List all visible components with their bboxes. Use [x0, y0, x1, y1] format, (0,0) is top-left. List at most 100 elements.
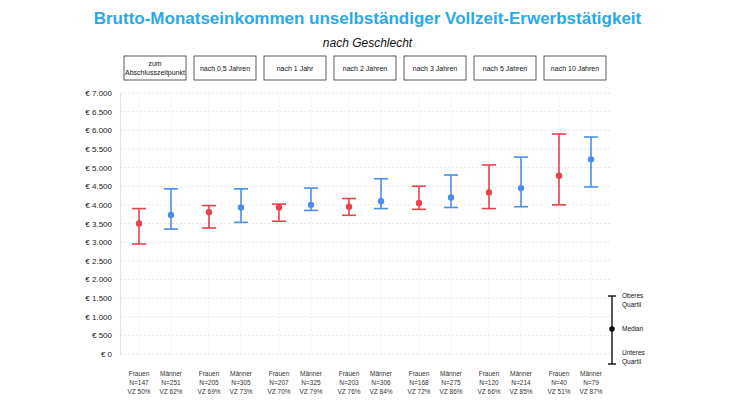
category-headers: zumAbschlusszeitpunkt nach 0,5 Jahren nach…: [124, 56, 606, 80]
vz-label: VZ 70%: [267, 388, 290, 395]
cap-lower: [304, 210, 318, 212]
cap-lower: [164, 228, 178, 230]
header-box: [404, 56, 466, 80]
whisker: [520, 157, 522, 207]
category-label: zumAbschlusszeitpunkt: [125, 60, 185, 77]
tick-label: € 5.000: [85, 164, 112, 173]
grid-line-vertical: [171, 93, 172, 354]
legend-label: UnteresQuartil: [622, 349, 646, 366]
category-label: nach 2 Jahren: [343, 65, 387, 72]
tick-label: € 4.500: [85, 182, 112, 191]
grid-line: [120, 148, 610, 149]
grid-line: [120, 279, 610, 280]
legend-label: Median: [622, 325, 644, 332]
category-label: nach 5 Jahren: [483, 65, 527, 72]
grid-line: [120, 111, 610, 112]
category-label: nach 0,5 Jahren: [200, 65, 250, 72]
tick-label: € 6.500: [85, 108, 112, 117]
series-label: Frauen: [549, 370, 570, 377]
n-label: N=305: [231, 379, 251, 386]
tick: € 5.000: [85, 164, 120, 173]
header-box: [544, 56, 606, 80]
series-label: Männer: [580, 370, 603, 377]
n-label: N=207: [269, 379, 289, 386]
cap-upper: [374, 178, 388, 180]
grid-line-vertical: [209, 93, 210, 354]
whisker: [170, 189, 172, 229]
tick: € 5.500: [85, 145, 120, 154]
median-point: [168, 212, 174, 218]
median-point: [238, 204, 244, 210]
cap-lower: [374, 208, 388, 210]
n-label: N=168: [409, 379, 429, 386]
vz-label: VZ 84%: [369, 388, 392, 395]
y-axis: € 0€ 500€ 1.000€ 1.500€ 2.000€ 2.500€ 3.…: [85, 89, 120, 359]
cap-upper: [234, 188, 248, 190]
vz-label: VZ 51%: [547, 388, 570, 395]
cap-upper: [412, 185, 426, 187]
n-label: N=325: [301, 379, 321, 386]
vz-label: VZ 72%: [407, 388, 430, 395]
tick-label: € 7.000: [85, 89, 112, 98]
tick: € 2.500: [85, 257, 120, 266]
tick-label: € 1.500: [85, 294, 112, 303]
grid-line: [120, 335, 610, 336]
grid-line-vertical: [279, 93, 280, 354]
marks: [132, 134, 598, 244]
tick-label: € 2.500: [85, 257, 112, 266]
series-label: Männer: [440, 370, 463, 377]
tick: € 3.500: [85, 220, 120, 229]
grid-line: [120, 316, 610, 317]
tick: € 7.000: [85, 89, 120, 98]
grid-line: [120, 93, 610, 94]
subtitle: nach Geschlecht: [323, 36, 413, 50]
whisker: [488, 165, 490, 209]
grid-line-vertical: [381, 93, 382, 354]
cap-upper: [482, 164, 496, 166]
tick: € 1.500: [85, 294, 120, 303]
n-label: N=251: [161, 379, 181, 386]
series-label: Frauen: [269, 370, 290, 377]
vz-label: VZ 73%: [229, 388, 252, 395]
n-label: N=147: [129, 379, 149, 386]
grid-line-vertical: [311, 93, 312, 354]
tick: € 1.000: [85, 313, 120, 322]
axis-line: [120, 94, 121, 355]
cap-upper: [202, 205, 216, 207]
series-label: Frauen: [479, 370, 500, 377]
median-point: [588, 156, 594, 162]
grid-line-vertical: [419, 93, 420, 354]
grid-line: [120, 298, 610, 299]
tick-label: € 6.000: [85, 126, 112, 135]
cap-upper: [444, 174, 458, 176]
median-point: [346, 204, 352, 210]
tick-label: € 0: [101, 350, 113, 359]
vz-label: VZ 79%: [299, 388, 322, 395]
grid-line-vertical: [591, 93, 592, 354]
cap-upper: [164, 188, 178, 190]
series-label: Männer: [160, 370, 183, 377]
grid-line: [120, 167, 610, 168]
series-label: Männer: [230, 370, 253, 377]
n-label: N=205: [199, 379, 219, 386]
median-point: [276, 204, 282, 210]
legend-label: OberesQuartil: [622, 292, 644, 309]
vz-label: VZ 76%: [337, 388, 360, 395]
legend-cap: [608, 295, 616, 296]
series-label: Männer: [370, 370, 393, 377]
tick-label: € 5.500: [85, 145, 112, 154]
tick: € 4.000: [85, 201, 120, 210]
median-point: [136, 220, 142, 226]
cap-lower: [482, 208, 496, 210]
cap-upper: [552, 133, 566, 135]
tick-label: € 2.000: [85, 275, 112, 284]
series: [164, 137, 598, 229]
grid-line: [120, 223, 610, 224]
cap-lower: [444, 207, 458, 209]
tick: € 6.000: [85, 126, 120, 135]
vz-label: VZ 69%: [197, 388, 220, 395]
n-label: N=40: [551, 379, 567, 386]
whisker: [558, 134, 560, 205]
n-label: N=79: [583, 379, 599, 386]
grid-line-vertical: [241, 93, 242, 354]
